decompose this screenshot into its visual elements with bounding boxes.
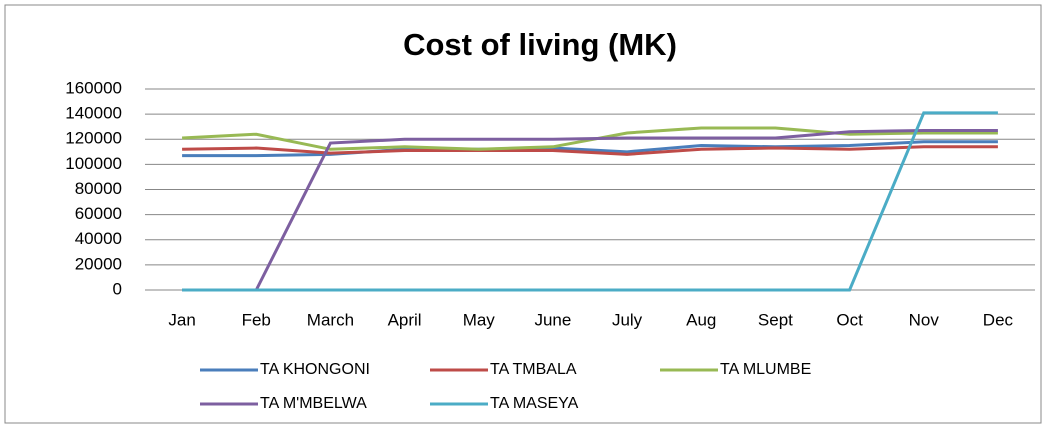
chart-border bbox=[4, 4, 1042, 424]
x-tick-label: June bbox=[534, 310, 571, 329]
x-tick-label: Nov bbox=[909, 310, 940, 329]
chart-title: Cost of living (MK) bbox=[403, 27, 677, 62]
legend-label: TA KHONGONI bbox=[260, 361, 370, 378]
x-tick-label: Jan bbox=[168, 310, 195, 329]
line-series bbox=[182, 111, 998, 292]
y-tick-label: 160000 bbox=[65, 78, 122, 97]
y-tick-label: 40000 bbox=[75, 229, 122, 248]
line-series bbox=[182, 145, 998, 156]
legend-label: TA TMBALA bbox=[490, 361, 577, 378]
legend-label: TA M'MBELWA bbox=[260, 395, 367, 412]
x-tick-label: Feb bbox=[242, 310, 271, 329]
y-tick-label: 120000 bbox=[65, 129, 122, 148]
y-tick-label: 60000 bbox=[75, 204, 122, 223]
x-tick-label: Dec bbox=[983, 310, 1014, 329]
y-tick-label: 0 bbox=[113, 279, 122, 298]
y-tick-label: 140000 bbox=[65, 104, 122, 123]
line-series bbox=[182, 140, 998, 158]
legend-label: TA MLUMBE bbox=[720, 361, 811, 378]
y-tick-label: 20000 bbox=[75, 254, 122, 273]
legend-label: TA MASEYA bbox=[490, 395, 579, 412]
y-tick-label: 100000 bbox=[65, 154, 122, 173]
x-tick-label: July bbox=[612, 310, 643, 329]
x-tick-label: May bbox=[463, 310, 496, 329]
line-series bbox=[182, 128, 998, 292]
x-tick-label: Aug bbox=[686, 310, 716, 329]
y-tick-label: 80000 bbox=[75, 179, 122, 198]
x-tick-label: March bbox=[307, 310, 354, 329]
x-tick-label: April bbox=[388, 310, 422, 329]
x-tick-label: Sept bbox=[758, 310, 793, 329]
x-tick-label: Oct bbox=[836, 310, 863, 329]
